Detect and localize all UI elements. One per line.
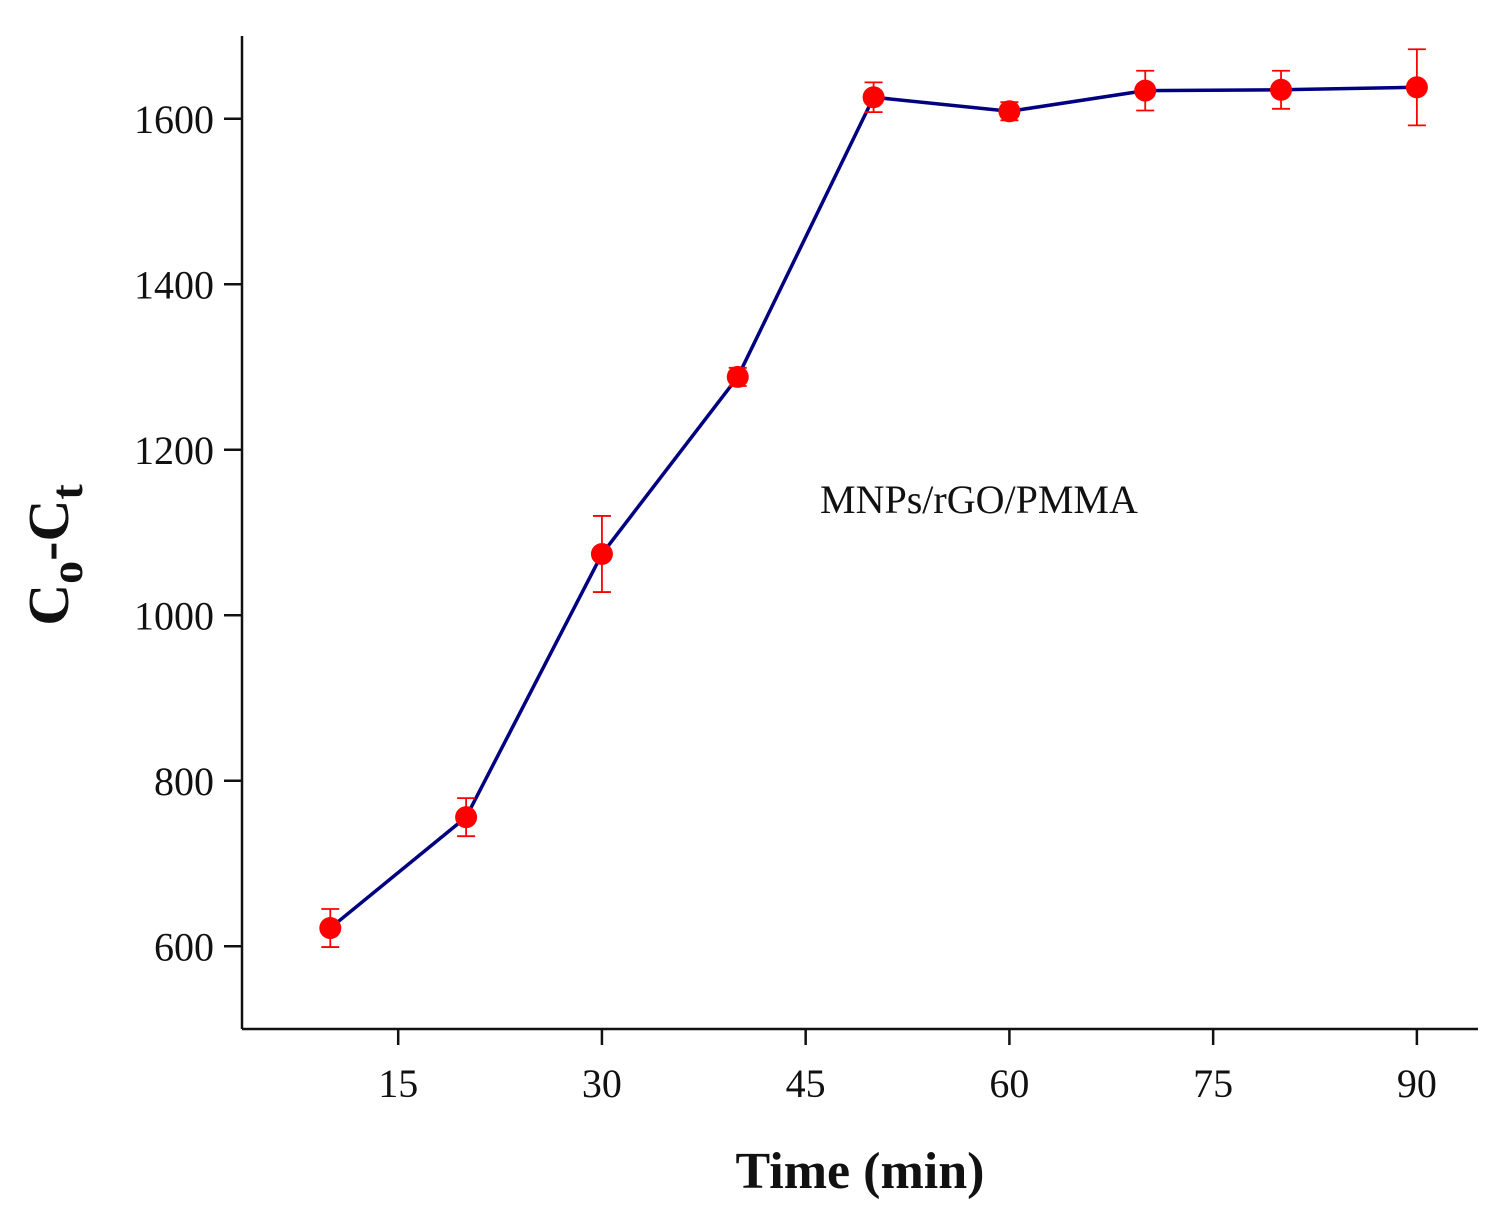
x-ticks: 15 30 45 60 75 90 — [378, 1029, 1437, 1106]
series-layer — [319, 48, 1428, 948]
x-tick-label: 60 — [989, 1061, 1029, 1106]
data-point — [590, 543, 613, 566]
data-point — [1134, 79, 1157, 102]
x-tick-label: 90 — [1397, 1061, 1437, 1106]
x-tick-label: 75 — [1193, 1061, 1233, 1106]
x-tick-label: 30 — [582, 1061, 622, 1106]
data-point — [862, 86, 885, 109]
y-tick-label: 1000 — [134, 593, 214, 638]
series-annotation: MNPs/rGO/PMMA — [820, 477, 1138, 522]
y-title-c2: C — [16, 500, 81, 542]
data-point — [1405, 76, 1428, 99]
y-axis-title: Co-Ct — [16, 484, 92, 626]
data-point — [726, 365, 749, 388]
y-ticks: 600 800 1000 1200 1400 1600 — [134, 97, 242, 969]
y-title-dash: - — [16, 542, 81, 561]
data-point — [319, 917, 342, 940]
x-tick-label: 15 — [378, 1061, 418, 1106]
y-title-sub-o: o — [41, 561, 92, 584]
data-point — [1270, 78, 1293, 101]
y-tick-label: 600 — [154, 924, 214, 969]
y-title-c1: C — [16, 584, 81, 626]
y-tick-label: 1400 — [134, 262, 214, 307]
y-tick-label: 1200 — [134, 428, 214, 473]
x-axis-title: Time (min) — [736, 1143, 985, 1200]
y-title-sub-t: t — [41, 484, 92, 500]
axes — [240, 36, 1478, 1031]
data-point — [455, 806, 478, 829]
data-point — [998, 100, 1021, 123]
y-tick-label: 800 — [154, 759, 214, 804]
y-tick-label: 1600 — [134, 97, 214, 142]
x-tick-label: 45 — [786, 1061, 826, 1106]
